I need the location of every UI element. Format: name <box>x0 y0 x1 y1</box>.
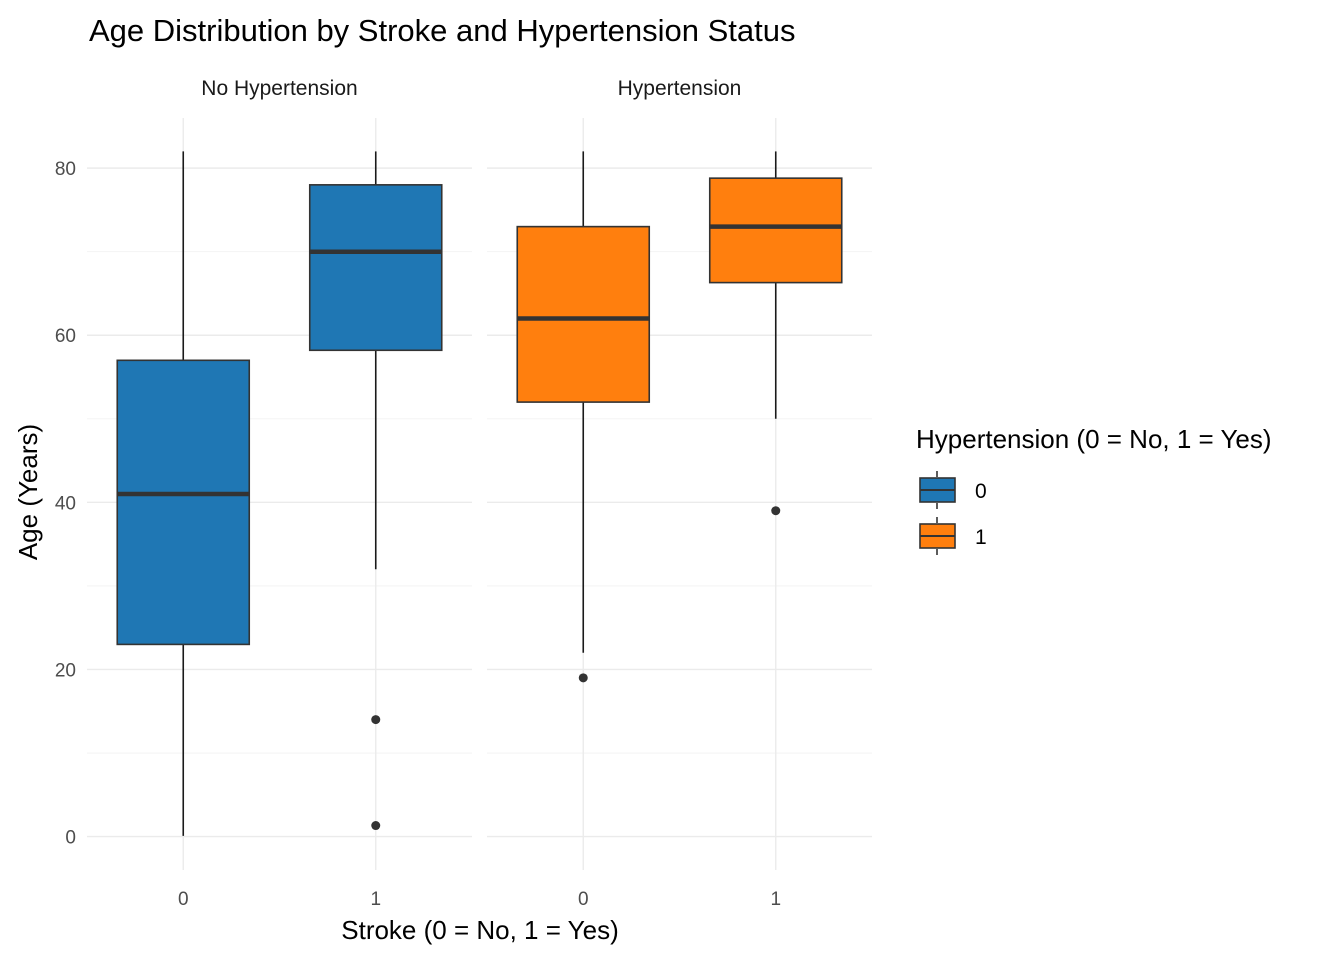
legend-label: 0 <box>975 480 987 503</box>
y-tick-label: 80 <box>55 159 76 180</box>
x-axis-title: Stroke (0 = No, 1 = Yes) <box>341 915 619 945</box>
outlier-point <box>371 715 381 725</box>
box-iqr <box>708 177 843 284</box>
outlier-point <box>771 506 781 516</box>
panel-1: No Hypertension 0 1 <box>87 77 472 910</box>
y-tick-label: 60 <box>55 326 76 347</box>
y-tick-label: 20 <box>55 660 76 681</box>
legend-label: 1 <box>975 526 987 549</box>
y-axis-title: Age (Years) <box>13 424 43 560</box>
legend-entry-0: 0 <box>919 471 987 509</box>
box-iqr <box>116 359 251 646</box>
box-iqr <box>308 184 443 352</box>
box-0 <box>516 151 651 683</box>
legend-title: Hypertension (0 = No, 1 = Yes) <box>916 424 1272 454</box>
y-tick-label: 0 <box>65 828 76 849</box>
outlier-point <box>578 673 588 683</box>
facet-label: Hypertension <box>618 77 742 100</box>
x-tick-label: 0 <box>178 889 189 910</box>
legend-entry-1: 1 <box>919 517 987 555</box>
box-1 <box>708 151 843 516</box>
box-1 <box>308 151 443 831</box>
facet-label: No Hypertension <box>201 77 357 100</box>
box-iqr <box>516 225 651 403</box>
panel-2: Hypertension 0 1 <box>487 77 872 910</box>
x-tick-label: 1 <box>370 889 381 910</box>
x-tick-label: 1 <box>770 889 781 910</box>
legend: Hypertension (0 = No, 1 = Yes) 0 1 <box>916 424 1272 555</box>
x-tick-label: 0 <box>578 889 589 910</box>
box-0 <box>116 151 251 836</box>
chart-title: Age Distribution by Stroke and Hypertens… <box>89 13 796 48</box>
y-tick-label: 40 <box>55 493 76 514</box>
outlier-point <box>371 821 381 831</box>
